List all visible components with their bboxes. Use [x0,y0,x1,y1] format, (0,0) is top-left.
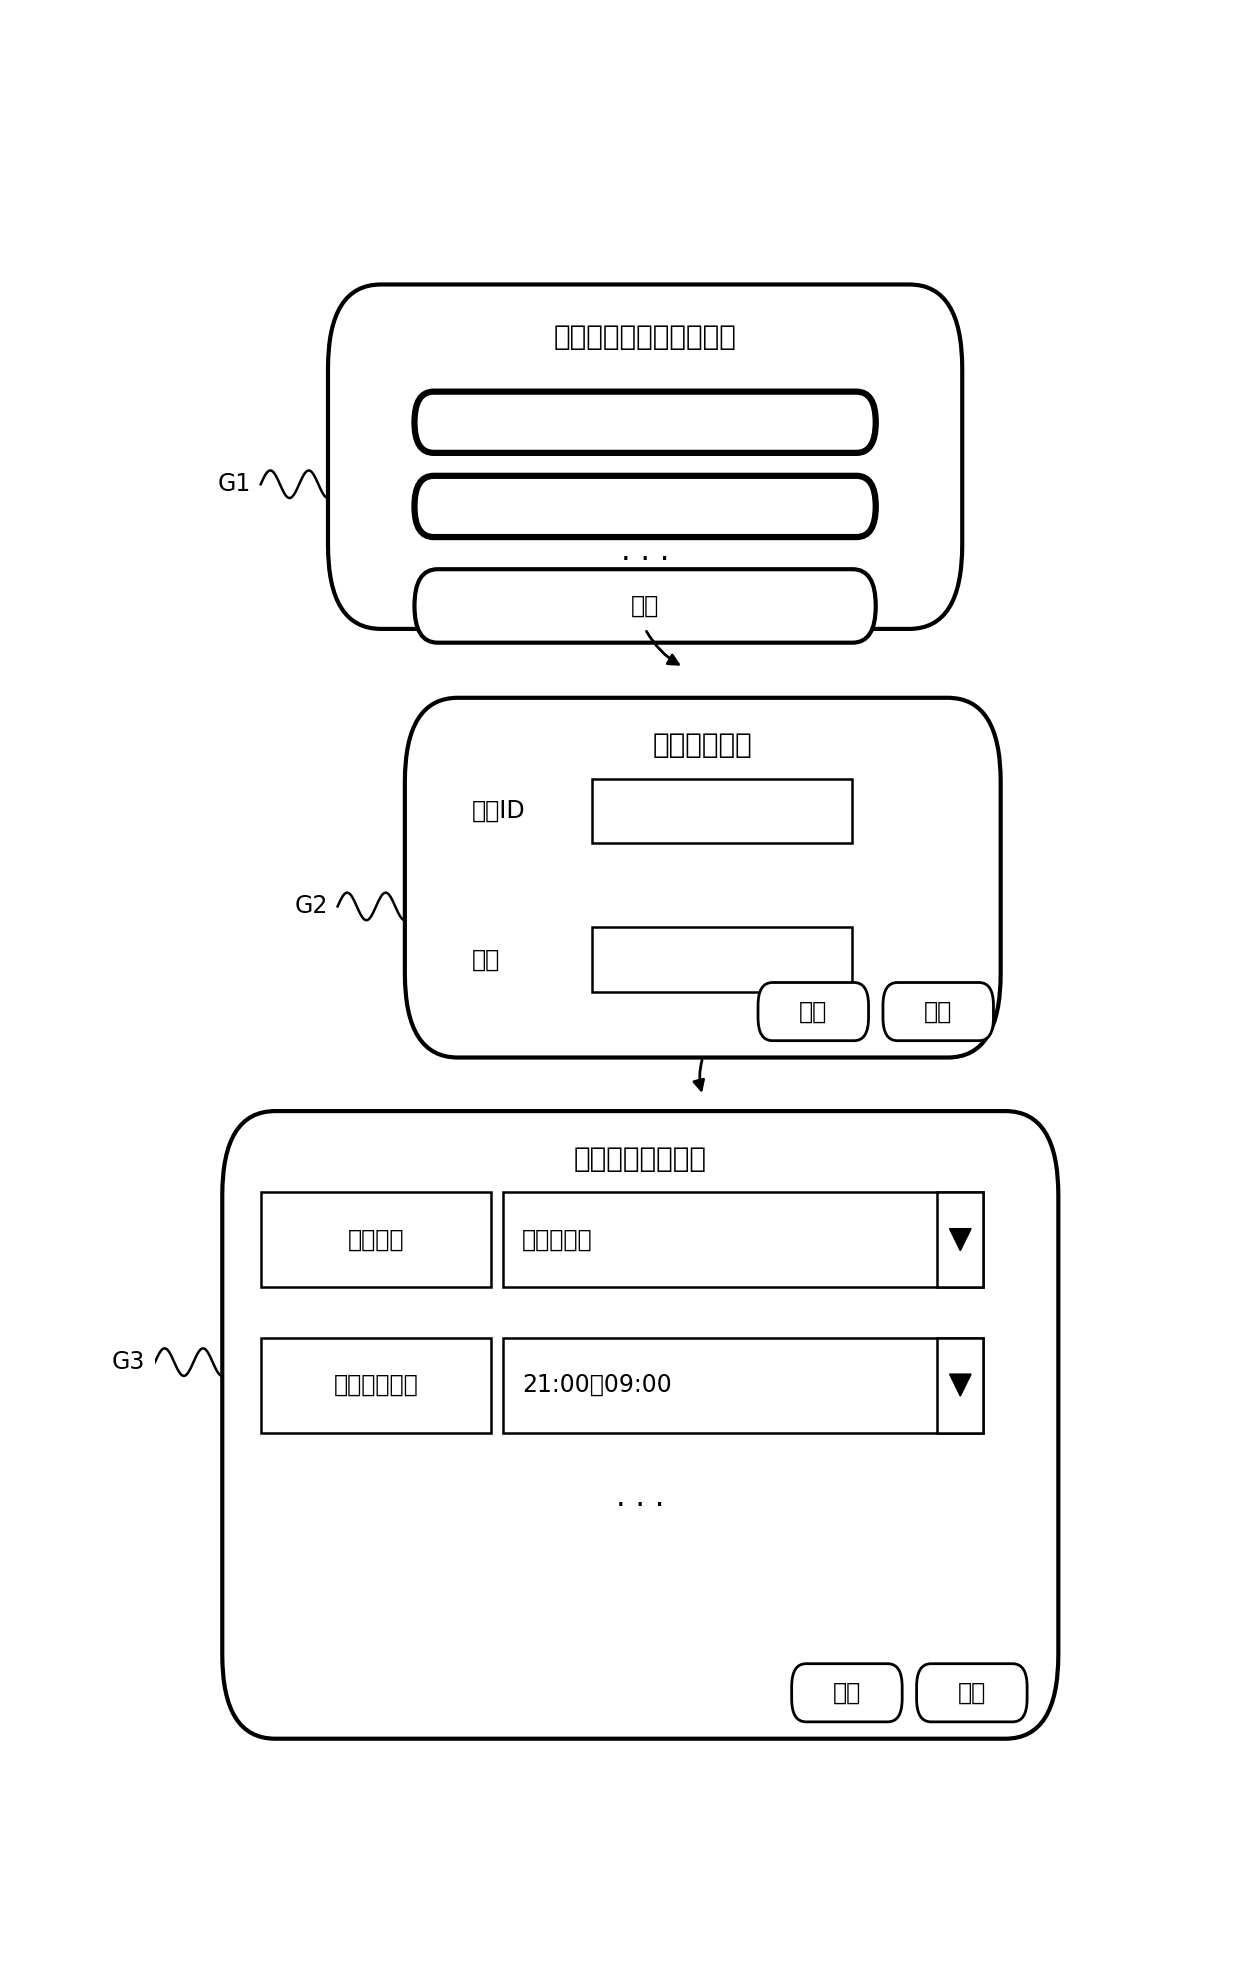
Text: 维护: 维护 [631,594,660,618]
FancyBboxPatch shape [916,1664,1027,1722]
Bar [503,1193,983,1286]
Bar [937,1193,983,1286]
FancyBboxPatch shape [222,1111,1058,1740]
FancyBboxPatch shape [327,284,962,628]
Text: G2: G2 [295,895,327,918]
Text: · · ·: · · · [616,1491,665,1521]
Text: 扫描离子显微镜操作画面: 扫描离子显微镜操作画面 [554,322,737,350]
Text: 密码: 密码 [472,948,501,972]
Text: G1: G1 [218,473,250,497]
Text: 长时间清洗: 长时间清洗 [522,1229,593,1252]
Text: · · ·: · · · [621,545,670,575]
FancyBboxPatch shape [414,392,875,453]
Text: 21:00－09:00: 21:00－09:00 [522,1374,672,1398]
Text: 清洗模式设定画面: 清洗模式设定画面 [574,1145,707,1173]
Polygon shape [950,1374,971,1396]
Text: 取消: 取消 [924,1000,952,1024]
Text: G3: G3 [112,1350,145,1374]
Bar [260,1193,491,1286]
Text: 清洗预定时间: 清洗预定时间 [334,1374,418,1398]
FancyBboxPatch shape [404,698,1001,1058]
FancyBboxPatch shape [414,569,875,642]
Text: 用户ID: 用户ID [472,799,526,823]
FancyBboxPatch shape [758,982,868,1040]
Text: 清洗方式: 清洗方式 [347,1229,404,1252]
Bar [593,779,852,843]
Text: 取消: 取消 [957,1680,986,1706]
FancyBboxPatch shape [883,982,993,1040]
Bar [260,1338,491,1433]
Bar [937,1338,983,1433]
Polygon shape [950,1229,971,1250]
Bar [503,1338,983,1433]
Text: 确定: 确定 [833,1680,861,1706]
Text: 确定: 确定 [799,1000,827,1024]
Bar [593,926,852,992]
FancyBboxPatch shape [414,475,875,537]
FancyBboxPatch shape [791,1664,903,1722]
Text: 维护设定画面: 维护设定画面 [653,732,753,759]
